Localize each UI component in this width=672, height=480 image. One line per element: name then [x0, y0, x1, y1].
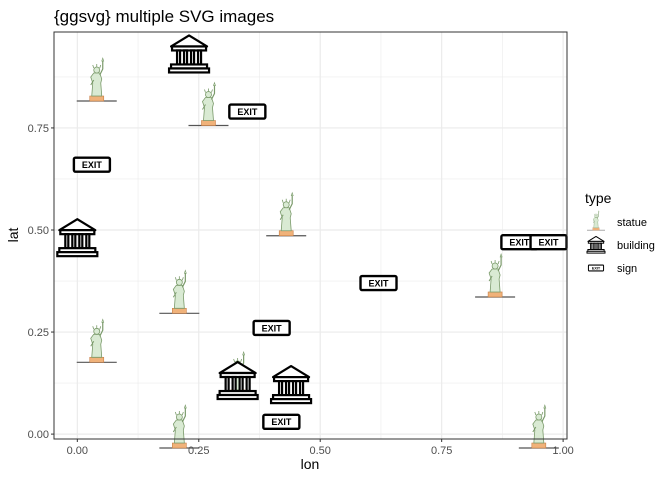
legend-title: type	[585, 190, 612, 206]
legend-key-sign: EXIT	[586, 258, 606, 278]
points-layer: EXIT EXIT EXIT EXIT EXIT EXIT EXIT	[56, 34, 568, 449]
statue-point	[159, 404, 200, 449]
svg-text:EXIT: EXIT	[539, 238, 560, 248]
statue-point	[475, 253, 516, 298]
svg-text:EXIT: EXIT	[509, 238, 530, 248]
statue-point	[266, 191, 307, 237]
legend-label-sign: sign	[617, 263, 637, 275]
sign-point: EXIT	[359, 274, 398, 292]
x-tick-label: 0.00	[67, 445, 88, 457]
sign-point: EXIT	[228, 103, 267, 120]
statue-point	[159, 269, 200, 314]
building-point	[56, 218, 99, 258]
sign-point: EXIT	[252, 319, 291, 337]
sign-point: EXIT	[529, 234, 568, 251]
chart-title: {ggsvg} multiple SVG images	[54, 7, 274, 26]
svg-text:EXIT: EXIT	[271, 417, 292, 427]
statue-point	[76, 318, 117, 363]
legend-key-building	[586, 235, 606, 255]
legend-sign-icon: EXIT	[587, 264, 605, 272]
legend-statue-icon	[586, 210, 606, 231]
svg-text:EXIT: EXIT	[262, 323, 283, 333]
statue-point	[76, 57, 117, 102]
svg-text:EXIT: EXIT	[592, 266, 601, 270]
x-tick-label: 0.50	[310, 445, 331, 457]
y-tick-label: 0.75	[28, 123, 49, 135]
svg-text:EXIT: EXIT	[369, 278, 390, 288]
legend-label-building: building	[617, 240, 655, 252]
x-tick-label: 0.25	[188, 445, 209, 457]
x-tick-label: 0.75	[431, 445, 452, 457]
y-axis-title: lat	[5, 228, 21, 243]
building-point	[216, 360, 259, 401]
x-tick-label: 1.00	[552, 445, 573, 457]
building-point	[269, 365, 313, 405]
grid-layer	[54, 32, 567, 439]
svg-text:EXIT: EXIT	[237, 107, 258, 117]
y-tick-label: 0.25	[28, 327, 49, 339]
legend-entries: statue building EXIT sign	[586, 210, 655, 278]
svg-text:EXIT: EXIT	[82, 160, 103, 170]
legend-key-statue	[586, 210, 606, 232]
sign-point: EXIT	[262, 413, 301, 431]
ticks-layer: 0.00 0.25 0.50 0.75 1.00 0.00 0.25 0.50 0.75	[28, 123, 574, 457]
legend: type statue building EXIT sign	[585, 190, 655, 278]
x-axis-title: lon	[301, 456, 320, 472]
y-tick-label: 0.00	[28, 429, 49, 441]
statue-point	[188, 81, 229, 127]
y-tick-label: 0.50	[28, 225, 49, 237]
statue-point	[518, 404, 559, 449]
sign-point: EXIT	[72, 156, 112, 173]
panel-border	[53, 31, 568, 440]
legend-building-icon	[586, 235, 606, 254]
legend-label-statue: statue	[617, 217, 647, 229]
building-point	[167, 34, 211, 74]
